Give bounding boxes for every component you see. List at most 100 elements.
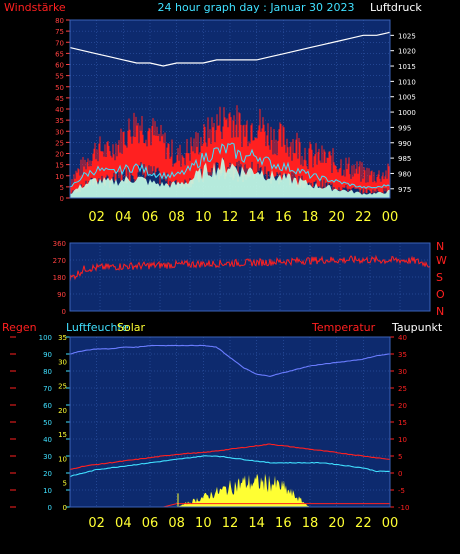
tick-label-temp: -5 [398,487,405,495]
direction-label: S [436,271,443,284]
tick-label-left: 0 [60,195,64,203]
legend-luftfeuchte: Luftfeuchte [66,321,129,334]
tick-label-right: 1020 [398,48,416,56]
tick-label-humidity: 60 [43,402,52,410]
tick-label-right: 990 [398,140,411,148]
graph-title: 24 hour graph day : Januar 30 2023 [158,1,355,14]
tick-label-temp: 10 [398,436,407,444]
series-temperature [69,443,391,470]
tick-label-temp: 5 [398,453,402,461]
wind-title: Windstärke [4,1,66,14]
tick-label-left: 5 [60,184,64,192]
x-tick-label: 04 [115,516,132,531]
tick-label-humidity: 30 [43,453,52,461]
x-tick-label: 20 [328,516,345,531]
tick-label-left: 75 [55,28,64,36]
tick-label-left: 70 [55,39,64,47]
tick-label-left: 40 [55,106,64,114]
tick-label-left: 35 [55,117,64,125]
x-tick-label: 16 [275,210,292,225]
x-tick-label: 10 [195,210,212,225]
series-dewpoint [69,455,391,478]
plot-border [69,242,431,312]
x-tick-label: 18 [302,516,319,531]
series-wind-area [70,157,390,198]
direction-label: O [436,288,445,301]
x-tick-label: 00 [382,516,399,531]
legend-regen: Regen [2,321,37,334]
plot-border [69,336,391,508]
x-tick-label: 00 [382,210,399,225]
x-tick-label: 22 [355,210,372,225]
x-tick-label: 18 [302,210,319,225]
tick-label-left: 25 [55,139,64,147]
tick-label-humidity: 70 [43,385,52,393]
x-axis-labels-bottom: 02 04 06 08 10 12 14 16 18 20 22 00 [88,516,398,531]
tick-label-right: 980 [398,170,411,178]
tick-label-right: 1025 [398,32,416,40]
tick-label-temp: 40 [398,334,407,342]
tick-label-temp: -10 [398,504,409,512]
tick-label-left: 60 [55,62,64,70]
tick-label-left: 45 [55,95,64,103]
legend-temperatur: Temperatur [311,321,376,334]
tick-label-humidity: 50 [43,419,52,427]
x-tick-label: 08 [168,516,185,531]
tick-label-right: 1010 [398,78,416,86]
tick-label-temp: 0 [398,470,402,478]
tick-label-solar: 25 [58,383,67,391]
x-tick-label: 02 [88,210,105,225]
tick-label-left: 65 [55,50,64,58]
x-tick-label: 04 [115,210,132,225]
tick-label-humidity: 0 [48,504,52,512]
x-tick-label: 20 [328,210,345,225]
tick-label-solar: 20 [58,407,67,415]
legend-solar: Solar [117,321,146,334]
tick-label-temp: 35 [398,351,407,359]
tick-label-solar: 35 [58,334,67,342]
x-tick-label: 10 [195,516,212,531]
wind-pressure-chart: 0510152025303540455055606570758097598098… [55,17,416,203]
direction-label: N [436,240,444,253]
tick-label-humidity: 100 [39,334,52,342]
direction-label: W [436,254,447,267]
tick-label-right: 1015 [398,63,416,71]
tick-label-solar: 15 [58,431,67,439]
x-axis-labels-top: 02 04 06 08 10 12 14 16 18 20 22 00 [88,210,398,225]
tick-label-right: 1005 [398,94,416,102]
tick-label-temp: 20 [398,402,407,410]
series-pressure [69,31,391,67]
tick-label-temp: 25 [398,385,407,393]
tick-label-temp: 30 [398,368,407,376]
x-tick-label: 12 [222,210,239,225]
tick-label-solar: 5 [63,480,67,488]
x-tick-label: 06 [142,516,159,531]
tick-label-left: 10 [55,173,64,181]
plot-border [69,19,391,199]
tick-label-temp: 15 [398,419,407,427]
tick-label-humidity: 10 [43,487,52,495]
x-tick-label: 14 [248,210,265,225]
tick-label-left: 270 [53,257,66,265]
tick-label-left: 55 [55,73,64,81]
x-tick-label: 14 [248,516,265,531]
tick-label-left: 360 [53,240,66,248]
pressure-title: Luftdruck [370,1,422,14]
tick-label-solar: 30 [58,358,67,366]
series-humidity [69,344,391,377]
tick-label-humidity: 90 [43,351,52,359]
legend: Regen Luftfeuchte Solar Temperatur Taupu… [2,321,443,334]
tick-label-solar: 10 [58,455,67,463]
tick-label-solar: 0 [63,504,67,512]
series-wind-line [69,142,391,189]
tick-label-left: 180 [53,274,66,282]
temperature-humidity-chart: 010203040506070809010005101520253035-10-… [10,334,409,512]
tick-label-humidity: 20 [43,470,52,478]
series-wind-direction [69,254,431,282]
tick-label-left: 20 [55,151,64,159]
direction-label: N [436,305,444,318]
tick-label-left: 30 [55,128,64,136]
tick-label-humidity: 40 [43,436,52,444]
